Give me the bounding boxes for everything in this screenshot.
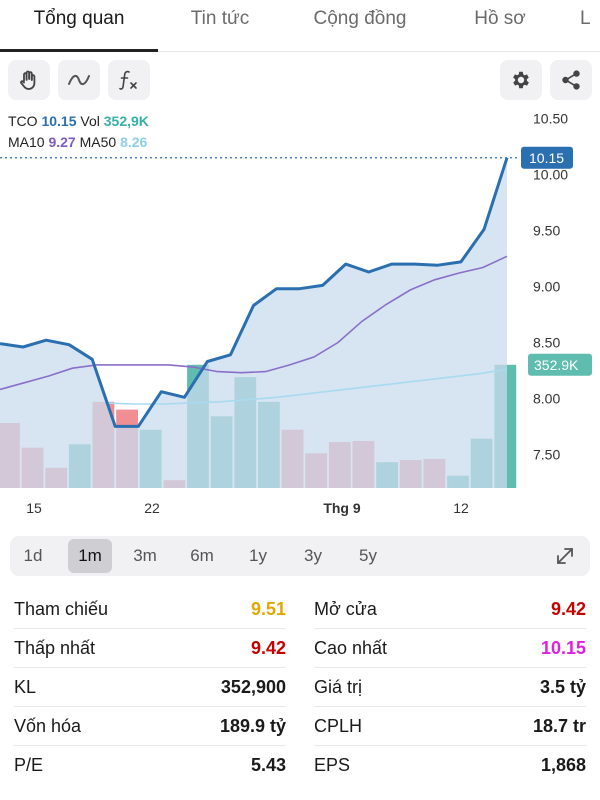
stat-label: EPS <box>314 755 351 775</box>
range-1d[interactable]: 1d <box>23 546 43 565</box>
last-volume-tag-text: 352.9K <box>534 357 579 373</box>
stat-value: 3.5 tỷ <box>539 677 586 697</box>
stat-value: 18.7 tr <box>532 716 586 736</box>
stat-label: P/E <box>14 755 44 775</box>
legend-ma50-label: MA50 <box>79 134 117 150</box>
stat-label: Thấp nhất <box>14 638 96 658</box>
y-tick-label: 7.50 <box>533 446 560 462</box>
y-tick-label: 8.50 <box>533 334 560 350</box>
ma50-line <box>104 368 508 405</box>
stat-eps: EPS 1,868 <box>314 746 586 785</box>
legend-vol-label: Vol <box>80 113 100 129</box>
stat-low: Thấp nhất 9.42 <box>14 629 286 668</box>
range-3m[interactable]: 3m <box>133 546 157 565</box>
hand-tool-button[interactable] <box>8 60 50 100</box>
stat-value: 189.9 tỷ <box>219 716 286 736</box>
tab-overview[interactable]: Tổng quan <box>33 8 125 29</box>
active-tab-indicator <box>0 49 158 52</box>
settings-button[interactable] <box>500 60 542 100</box>
stat-value: 9.51 <box>250 599 286 619</box>
wave-icon <box>68 74 90 86</box>
y-tick-label: 9.00 <box>533 279 560 295</box>
stat-value: 9.42 <box>550 599 586 619</box>
stat-value: 1,868 <box>540 755 586 775</box>
legend-price: 10.15 <box>41 113 77 129</box>
x-tick-label: 12 <box>453 500 469 516</box>
stat-label: Vốn hóa <box>14 716 82 736</box>
stat-shares-outstanding: CPLH 18.7 tr <box>314 707 586 746</box>
stat-label: KL <box>14 677 37 697</box>
stat-market-cap: Vốn hóa 189.9 tỷ <box>14 707 286 746</box>
stat-label: Giá trị <box>314 677 363 697</box>
tab-more[interactable]: L <box>580 8 591 29</box>
legend-ticker: TCO <box>8 113 38 129</box>
price-line <box>0 157 509 428</box>
function-icon <box>119 70 137 90</box>
legend-price-row: TCO 10.15 Vol 352,9K <box>8 113 149 129</box>
y-tick-label: 10.00 <box>533 167 568 183</box>
stat-label: Mở cửa <box>314 599 377 619</box>
range-3y[interactable]: 3y <box>304 546 322 565</box>
range-6m[interactable]: 6m <box>190 546 214 565</box>
y-tick-label: 10.50 <box>533 111 568 127</box>
x-tick-label: 15 <box>26 500 42 516</box>
range-5y[interactable]: 5y <box>359 546 377 565</box>
range-selector: 1d 1m 3m 6m 1y 3y 5y <box>10 536 590 576</box>
stat-label: Tham chiếu <box>14 599 109 619</box>
legend-ma10: 9.27 <box>48 134 76 150</box>
legend-ma50: 8.26 <box>120 134 148 150</box>
legend-volume: 352,9K <box>103 113 149 129</box>
stat-value: 5.43 <box>250 755 286 775</box>
share-button[interactable] <box>550 60 592 100</box>
stat-value: 352,900 <box>220 677 286 697</box>
price-chart[interactable]: 10.50 10.00 9.50 9.00 8.50 8.00 7.50 10.15 352… <box>0 105 600 525</box>
hand-icon <box>20 70 36 90</box>
last-price-tag: 10.15 <box>521 146 573 169</box>
indicator-line-button[interactable] <box>58 60 100 100</box>
expand-icon[interactable] <box>554 545 576 567</box>
y-tick-label: 9.50 <box>533 223 560 239</box>
gear-icon <box>513 71 529 89</box>
ma10-line <box>0 255 508 391</box>
share-icon <box>562 70 580 90</box>
x-tick-label: 22 <box>144 500 160 516</box>
stat-high: Cao nhất 10.15 <box>314 629 586 668</box>
stat-value: 9.42 <box>250 638 286 658</box>
range-1m[interactable]: 1m <box>68 539 112 573</box>
last-volume-tag: 352.9K <box>528 353 592 376</box>
stat-label: Cao nhất <box>314 638 388 658</box>
stat-value-traded: Giá trị 3.5 tỷ <box>314 668 586 707</box>
stat-reference: Tham chiếu 9.51 <box>14 590 286 629</box>
stat-pe: P/E 5.43 <box>14 746 286 785</box>
legend-ma10-label: MA10 <box>8 134 45 150</box>
stat-open: Mở cửa 9.42 <box>314 590 586 629</box>
legend-ma-row: MA10 9.27 MA50 8.26 <box>8 134 147 150</box>
stat-label: CPLH <box>314 716 363 736</box>
stat-volume: KL 352,900 <box>14 668 286 707</box>
tab-community[interactable]: Cộng đồng <box>313 8 407 29</box>
tab-news[interactable]: Tin tức <box>190 8 250 29</box>
x-tick-label: Thg 9 <box>323 500 361 516</box>
stat-value: 10.15 <box>540 638 586 658</box>
function-button[interactable] <box>108 60 150 100</box>
price-area-fill <box>0 157 507 489</box>
last-price-tag-text: 10.15 <box>529 150 564 166</box>
y-tick-label: 8.00 <box>533 390 560 406</box>
range-1y[interactable]: 1y <box>249 546 267 565</box>
tab-profile[interactable]: Hồ sơ <box>474 8 526 29</box>
tab-bar: Tổng quan Tin tức Cộng đồng Hồ sơ L <box>0 0 600 52</box>
